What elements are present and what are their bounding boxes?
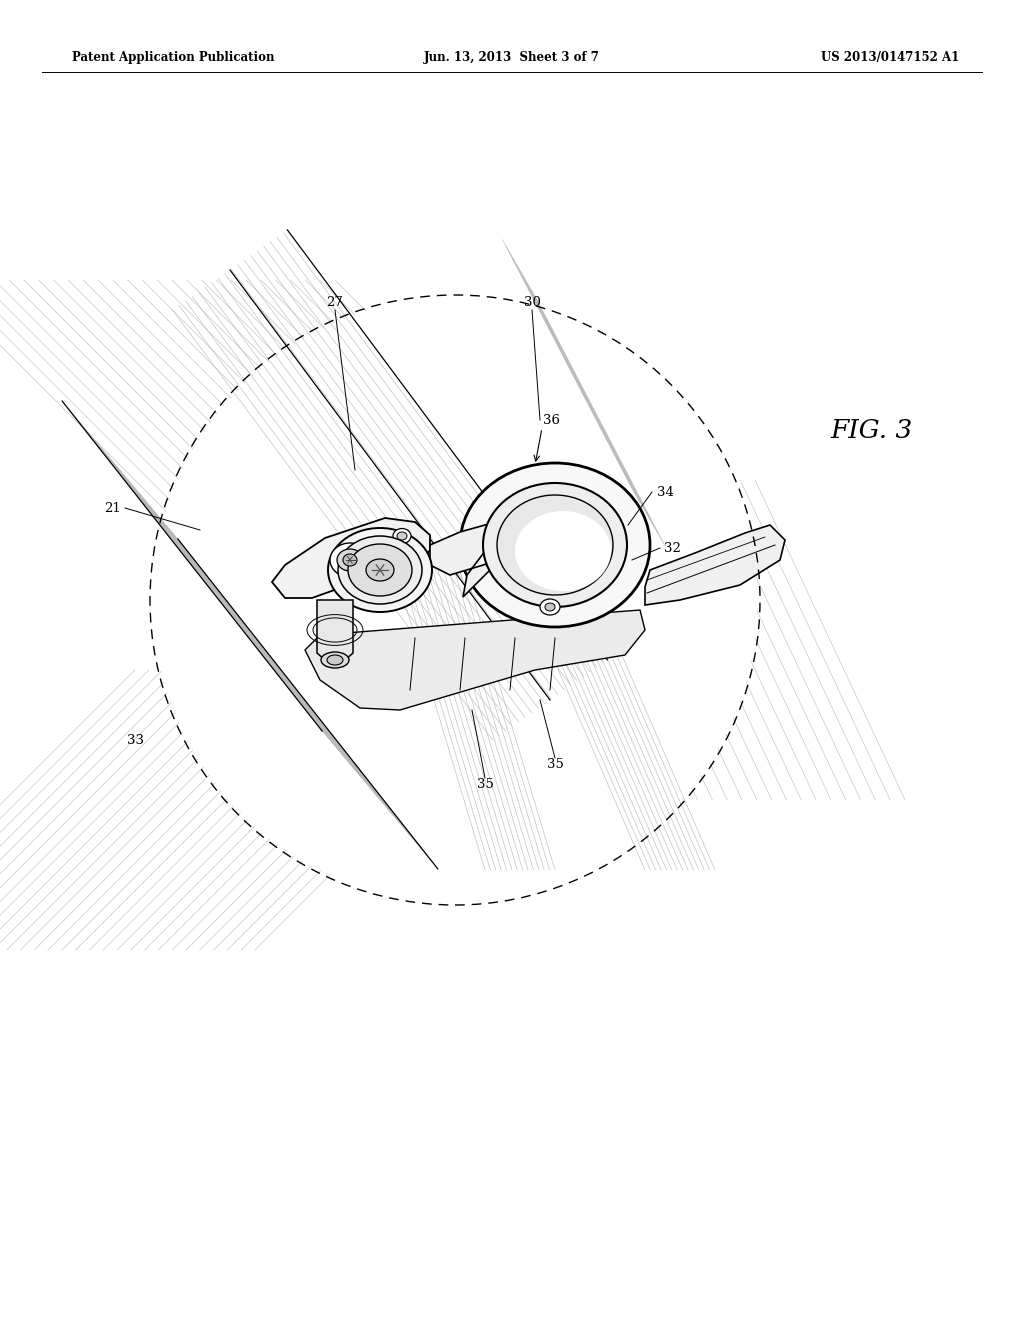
Ellipse shape bbox=[337, 549, 362, 572]
Ellipse shape bbox=[393, 528, 411, 544]
Polygon shape bbox=[317, 601, 353, 660]
Text: Patent Application Publication: Patent Application Publication bbox=[72, 51, 274, 65]
Ellipse shape bbox=[515, 511, 611, 591]
Ellipse shape bbox=[483, 483, 627, 607]
Text: Jun. 13, 2013  Sheet 3 of 7: Jun. 13, 2013 Sheet 3 of 7 bbox=[424, 51, 600, 65]
Ellipse shape bbox=[338, 536, 422, 605]
Text: FIG. 3: FIG. 3 bbox=[830, 417, 912, 442]
Text: US 2013/0147152 A1: US 2013/0147152 A1 bbox=[821, 51, 959, 65]
Text: 21: 21 bbox=[103, 502, 121, 515]
Text: 30: 30 bbox=[523, 296, 541, 309]
Polygon shape bbox=[272, 517, 430, 598]
Ellipse shape bbox=[348, 544, 412, 597]
Ellipse shape bbox=[328, 528, 432, 612]
Polygon shape bbox=[305, 610, 645, 710]
Ellipse shape bbox=[545, 603, 555, 611]
Ellipse shape bbox=[366, 558, 394, 581]
Text: 33: 33 bbox=[127, 734, 143, 747]
Polygon shape bbox=[645, 525, 785, 605]
Text: 36: 36 bbox=[544, 413, 560, 426]
Text: 27: 27 bbox=[327, 296, 343, 309]
Polygon shape bbox=[430, 517, 510, 597]
Ellipse shape bbox=[460, 463, 650, 627]
Circle shape bbox=[153, 298, 757, 902]
Ellipse shape bbox=[321, 652, 349, 668]
Text: 32: 32 bbox=[664, 541, 680, 554]
Ellipse shape bbox=[497, 495, 613, 595]
Ellipse shape bbox=[343, 554, 357, 566]
Ellipse shape bbox=[330, 543, 370, 577]
Text: 34: 34 bbox=[656, 486, 674, 499]
Text: 35: 35 bbox=[476, 779, 494, 792]
Ellipse shape bbox=[327, 655, 343, 665]
Text: 35: 35 bbox=[547, 759, 563, 771]
Ellipse shape bbox=[397, 532, 407, 540]
Ellipse shape bbox=[540, 599, 560, 615]
